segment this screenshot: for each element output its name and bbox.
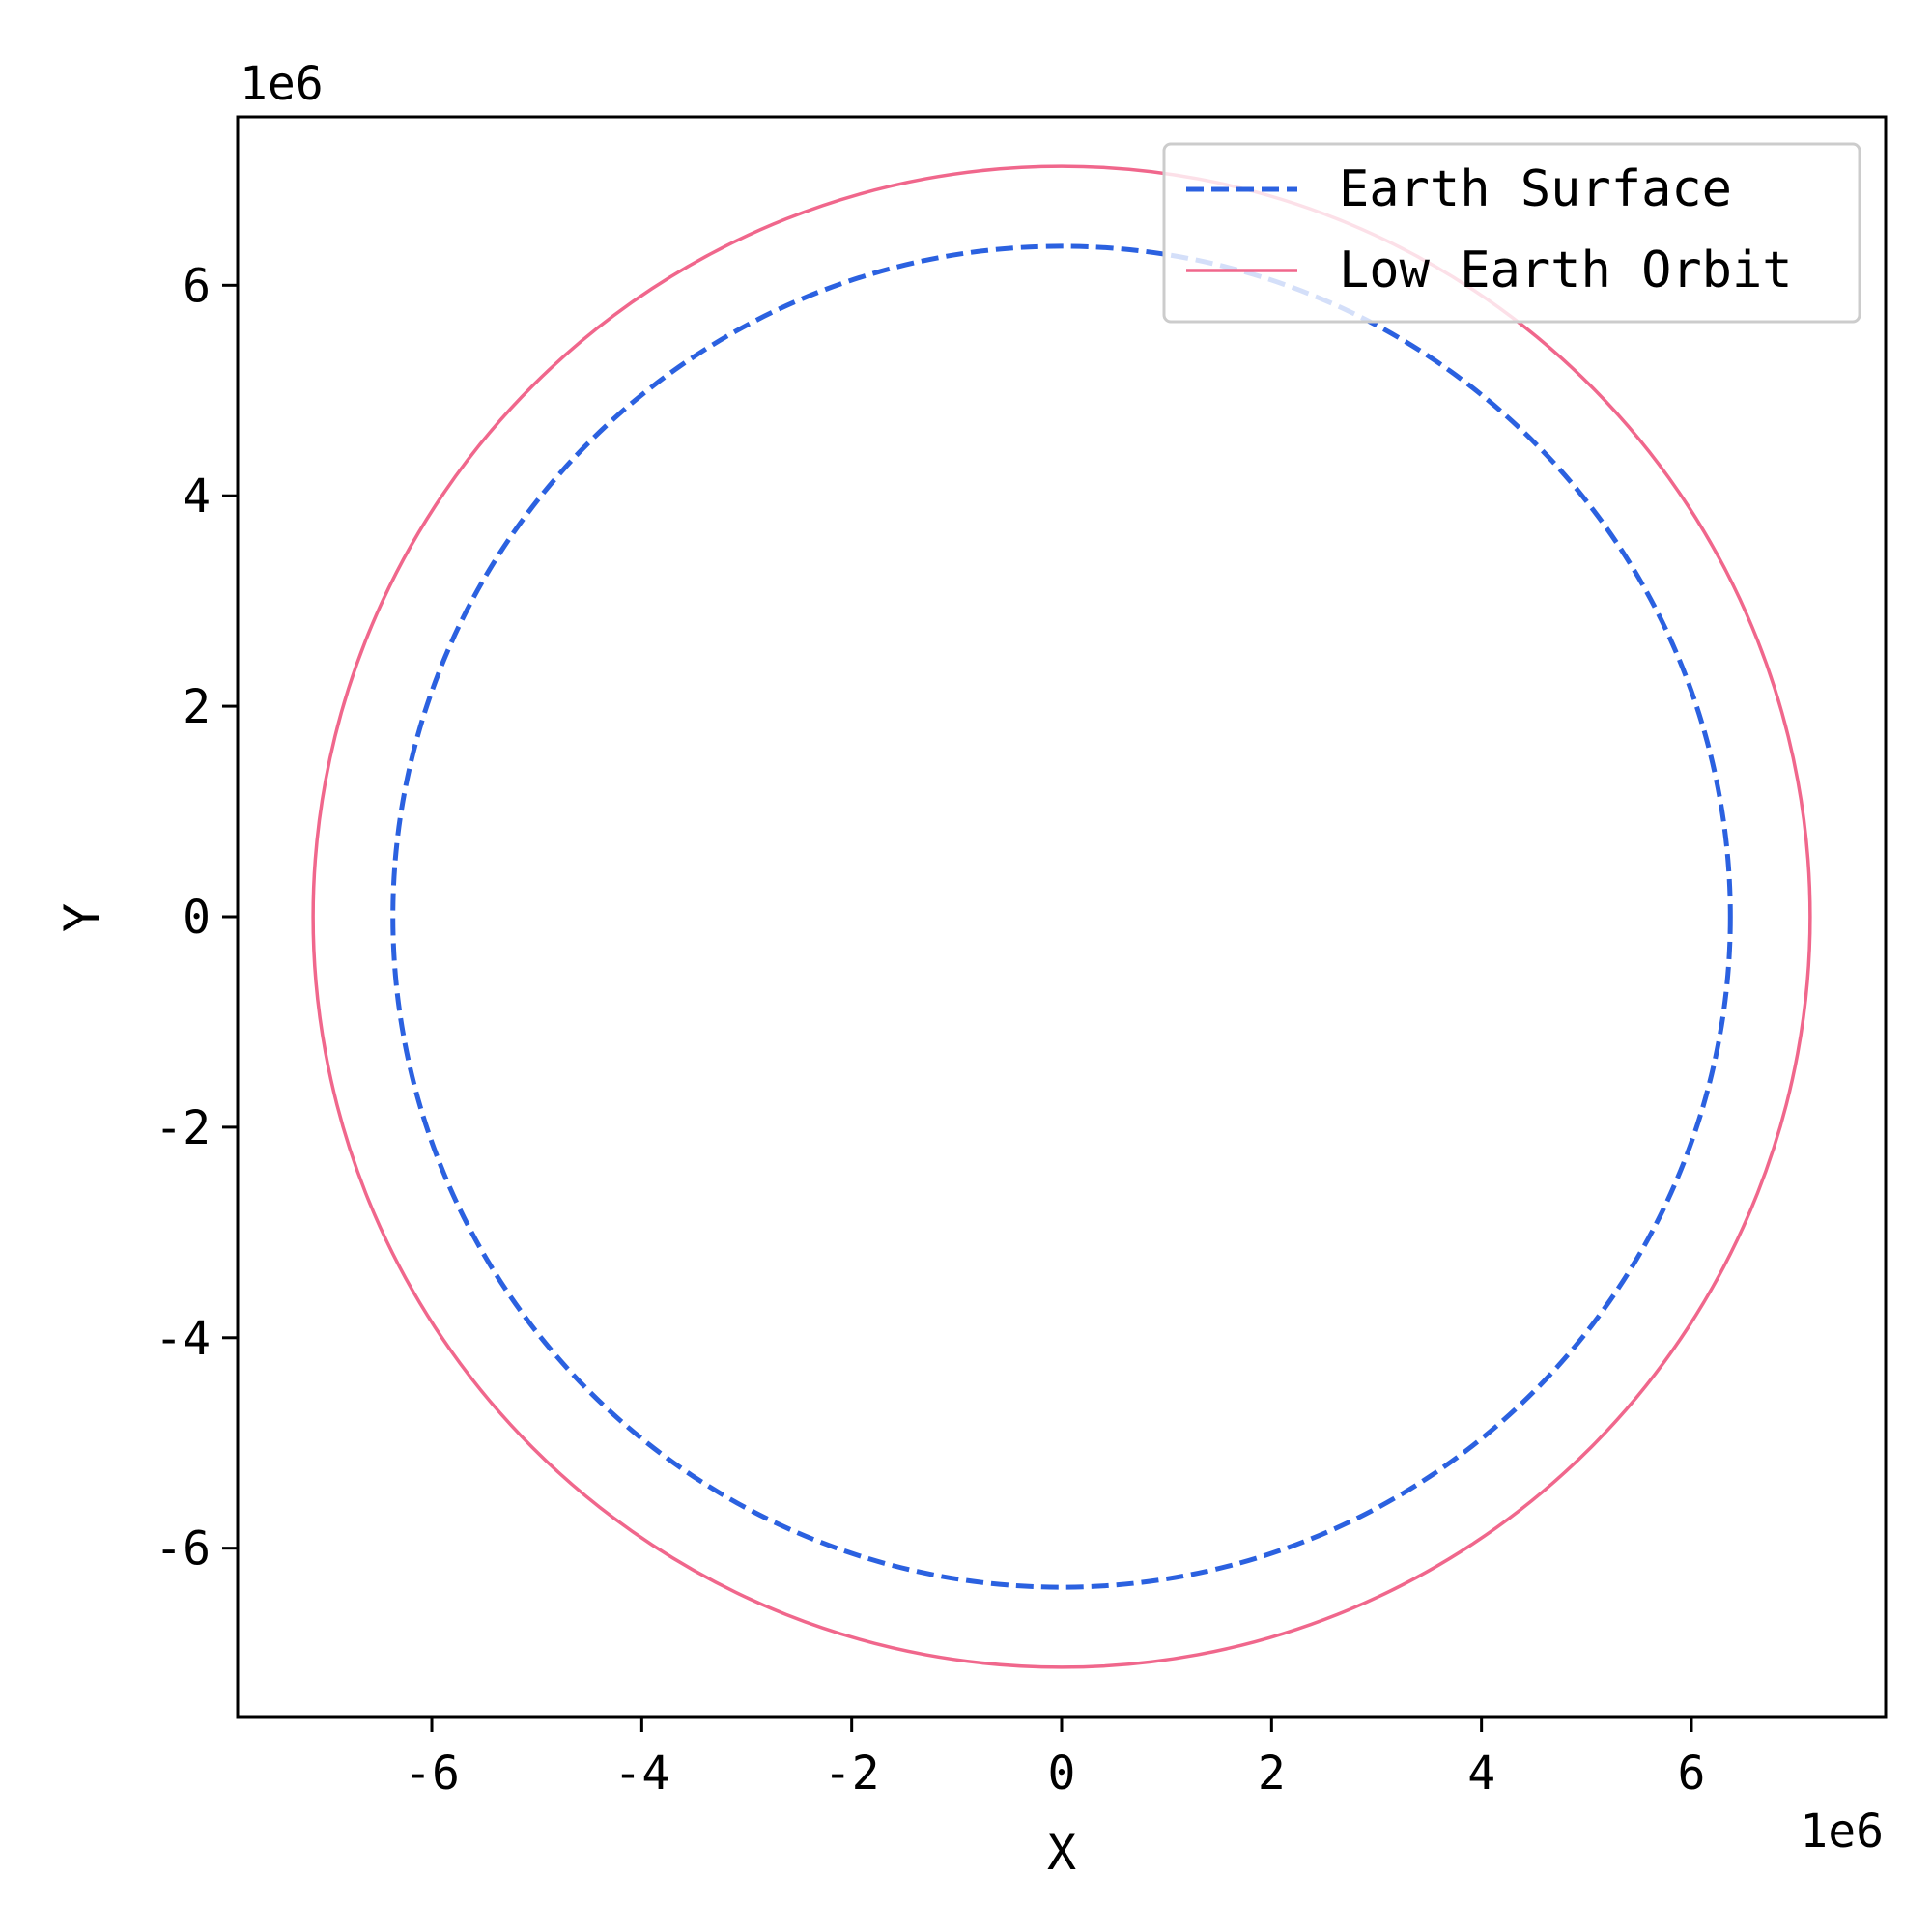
x-tick-label: -6 [404, 1747, 460, 1801]
y-offset-label: 1e6 [240, 57, 324, 111]
y-tick-label: 2 [183, 680, 211, 734]
legend-box [1162, 142, 1861, 324]
x-tick-label: 4 [1467, 1747, 1495, 1801]
y-tick-label: 6 [183, 259, 211, 313]
y-tick-label: -6 [155, 1522, 211, 1577]
x-tick-label: 0 [1048, 1747, 1076, 1801]
y-axis-label: Y [54, 903, 110, 932]
legend-label-low-earth-orbit: Low Earth Orbit [1339, 242, 1793, 299]
series-low-earth-orbit [311, 164, 1812, 1669]
x-ticks: -6 -4 -2 0 2 4 6 [404, 1717, 1705, 1801]
x-tick-label: 6 [1678, 1747, 1706, 1801]
legend-label-earth-surface: Earth Surface [1339, 160, 1732, 218]
series-earth-surface [390, 243, 1733, 1590]
y-tick-label: 0 [183, 891, 211, 945]
y-ticks: -6 -4 -2 0 2 4 6 [155, 259, 238, 1577]
y-tick-label: 4 [183, 469, 211, 524]
x-axis-label: X [1047, 1825, 1076, 1881]
y-tick-label: -4 [155, 1312, 211, 1366]
x-tick-label: 2 [1258, 1747, 1286, 1801]
legend: Earth Surface Low Earth Orbit [1162, 142, 1861, 324]
x-offset-label: 1e6 [1800, 1804, 1884, 1859]
x-tick-label: -4 [613, 1747, 669, 1801]
y-tick-label: -2 [155, 1101, 211, 1155]
series-layer [311, 164, 1812, 1669]
x-tick-label: -2 [824, 1747, 880, 1801]
